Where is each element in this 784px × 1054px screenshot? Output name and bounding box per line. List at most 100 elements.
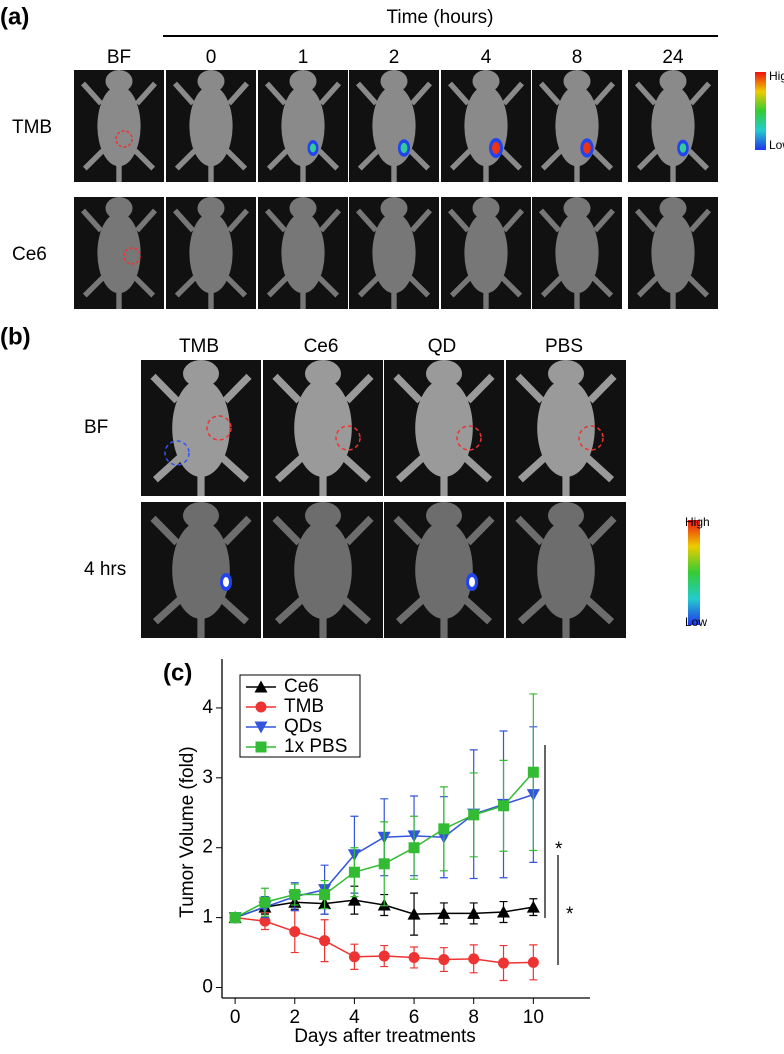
signal (469, 577, 475, 587)
marker (498, 800, 510, 812)
mouse-head (548, 360, 584, 388)
marker (259, 896, 271, 908)
mouse-body (189, 212, 233, 294)
mouse-body (294, 379, 352, 477)
mouse-limbs (538, 208, 616, 309)
mouse-body (415, 521, 473, 619)
mouse-body (97, 85, 141, 167)
mouse-limbs (355, 81, 433, 182)
mouse-limbs (264, 208, 342, 309)
colorbar (688, 520, 700, 625)
row-label: Ce6 (12, 244, 47, 265)
mouse-limbs (393, 373, 495, 496)
x-tick-label: 0 (230, 1007, 241, 1028)
mouse-limbs (80, 208, 158, 309)
x-tick-label: 4 (349, 1007, 360, 1028)
legend-marker (254, 680, 268, 693)
mouse-body (281, 85, 325, 167)
mouse-body (537, 379, 595, 477)
signal (123, 247, 141, 265)
column-label: 24 (662, 47, 684, 68)
mouse-body (294, 521, 352, 619)
mouse-body (555, 85, 599, 167)
x-axis-label: Days after treatments (294, 1026, 476, 1047)
colorbar-low: Low (769, 138, 784, 152)
y-axis-label: Tumor Volume (fold) (177, 746, 198, 917)
mouse-limbs (172, 208, 250, 309)
marker (408, 951, 420, 963)
signal (115, 130, 133, 148)
mouse-limbs (447, 208, 525, 309)
legend-marker (255, 701, 267, 713)
marker (497, 905, 511, 918)
column-label: TMB (179, 336, 219, 357)
row-label: BF (84, 417, 108, 438)
mouse-head (105, 70, 133, 93)
mouse-head (197, 197, 225, 220)
colorbar-high: High (769, 69, 784, 83)
column-label: 2 (389, 47, 400, 68)
x-tick-label: 8 (468, 1007, 479, 1028)
mouse-limbs (264, 81, 342, 182)
mouse-limbs (634, 208, 712, 309)
mouse-limbs (538, 81, 616, 182)
marker (407, 907, 421, 920)
x-tick-label: 2 (289, 1007, 300, 1028)
panel-label: (b) (0, 323, 31, 350)
mouse-limbs (515, 373, 617, 496)
significance-star: * (566, 904, 574, 925)
column-label: 0 (206, 47, 217, 68)
signal (310, 143, 316, 153)
significance-star: * (555, 839, 563, 860)
colorbar-high: High (685, 515, 710, 529)
mouse-head (659, 197, 687, 220)
panel-label: (a) (0, 3, 29, 30)
column-label: 4 (481, 47, 492, 68)
marker (468, 809, 480, 821)
mouse-head (380, 197, 408, 220)
colorbar-low: Low (685, 615, 707, 629)
mouse-limbs (447, 81, 525, 182)
signal (583, 142, 591, 154)
column-label: PBS (545, 336, 583, 357)
mouse-body (651, 85, 695, 167)
mouse-body (97, 212, 141, 294)
mouse-body (281, 212, 325, 294)
mouse-head (548, 501, 584, 530)
signal (456, 425, 482, 451)
mouse-limbs (150, 515, 252, 638)
x-tick-label: 10 (523, 1007, 544, 1028)
mouse-limbs (515, 515, 617, 638)
marker (289, 926, 301, 938)
signal (679, 143, 687, 153)
panel-label: (c) (163, 659, 192, 686)
marker (229, 912, 241, 924)
signal (206, 415, 232, 441)
column-label: 1 (298, 47, 309, 68)
legend-marker (254, 721, 268, 734)
marker (527, 956, 539, 968)
legend-label: Ce6 (284, 676, 319, 697)
mouse-limbs (80, 81, 158, 182)
mouse-head (380, 70, 408, 93)
y-tick-label: 3 (202, 767, 213, 788)
mouse-head (659, 70, 687, 93)
marker (348, 951, 360, 963)
mouse-limbs (272, 373, 374, 496)
mouse-head (183, 360, 219, 388)
legend-marker (255, 741, 267, 753)
y-tick-label: 4 (202, 697, 213, 718)
marker (438, 954, 450, 966)
marker (348, 866, 360, 878)
y-tick-label: 2 (202, 837, 213, 858)
row-label: TMB (12, 117, 52, 138)
mouse-head (197, 70, 225, 93)
mouse-head (305, 501, 341, 530)
mouse-head (305, 360, 341, 388)
marker (438, 823, 450, 835)
mouse-body (189, 85, 233, 167)
marker (289, 889, 301, 901)
mouse-limbs (355, 208, 433, 309)
marker (408, 842, 420, 854)
marker (378, 950, 390, 962)
